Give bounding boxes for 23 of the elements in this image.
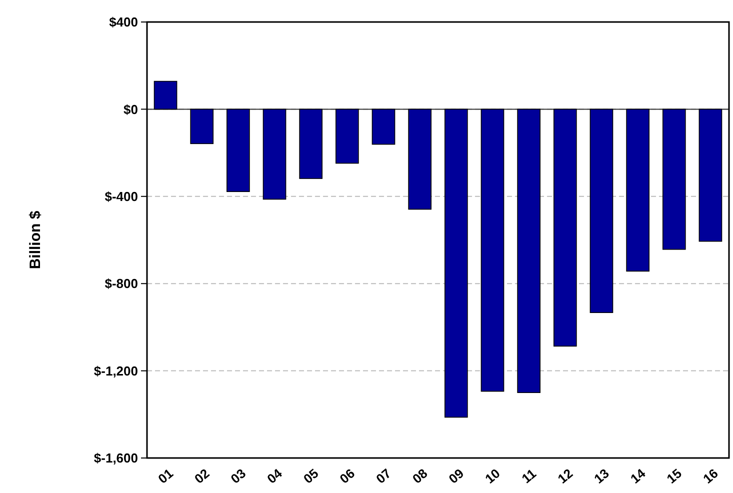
x-tick-label: 04 <box>264 465 286 486</box>
y-tick-label: $-400 <box>104 188 138 204</box>
x-tick-label: 12 <box>554 466 576 486</box>
x-tick-label: 07 <box>373 466 394 486</box>
x-tick-label: 14 <box>627 465 649 486</box>
x-tick-label: 02 <box>192 466 212 486</box>
x-tick-label: 01 <box>155 466 176 486</box>
x-tick-label: 16 <box>700 466 721 486</box>
x-tick-label: 05 <box>300 466 322 486</box>
y-axis-title: Billion $ <box>27 210 44 270</box>
x-tick-label: 11 <box>518 466 539 486</box>
y-tick-label: $-800 <box>104 276 138 292</box>
x-tick-label: 08 <box>410 466 430 486</box>
x-tick-label: 10 <box>482 466 503 486</box>
x-tick-label: 09 <box>446 466 467 486</box>
y-tick-label: $0 <box>124 102 138 117</box>
x-tick-label: 13 <box>591 466 612 486</box>
y-tick-label: $400 <box>109 14 138 30</box>
y-tick-label: $-1,600 <box>94 450 138 466</box>
x-tick-label: 06 <box>336 466 358 486</box>
x-tick-label: 15 <box>664 466 685 486</box>
x-tick-label: 03 <box>228 466 249 486</box>
y-tick-label: $-1,200 <box>94 363 138 378</box>
